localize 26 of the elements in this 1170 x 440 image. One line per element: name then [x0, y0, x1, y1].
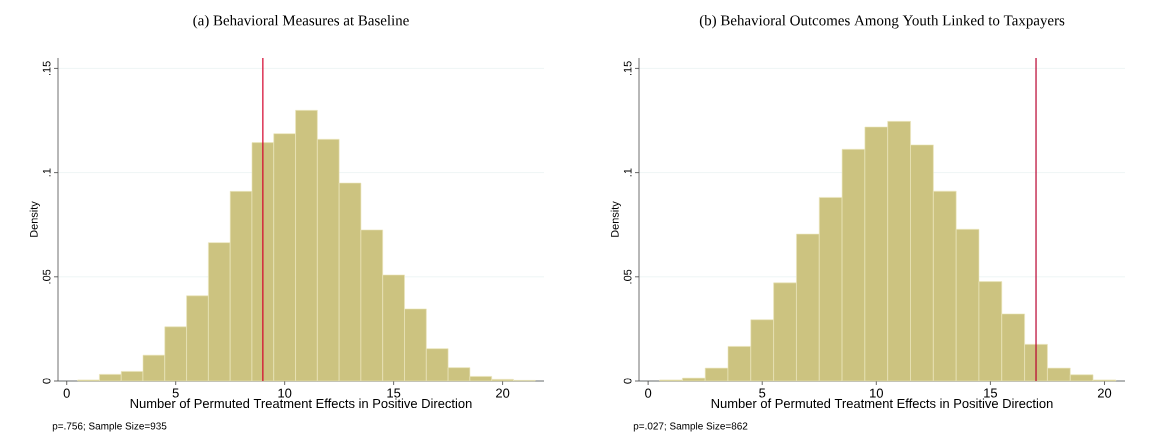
- x-tick-label: 5: [759, 388, 766, 398]
- y-tick-label: .15: [623, 61, 632, 76]
- x-tick-label: 15: [387, 388, 401, 398]
- y-tick-label: .05: [623, 269, 632, 284]
- x-axis-title: Number of Permuted Treatment Effects in Positive Direction: [711, 398, 1053, 409]
- text: p=.756; Sample Size=935: [52, 422, 167, 432]
- y-tick-label: .05: [42, 269, 51, 284]
- y-axis-title: Density: [29, 201, 40, 237]
- y-tick-label: 0: [623, 378, 632, 384]
- x-tick-label: 10: [870, 388, 884, 398]
- y-tick-label: .15: [42, 61, 51, 76]
- x-tick-label: 15: [984, 388, 998, 398]
- chart-title: (b) Behavioral Outcomes Among Youth Linked to Taxpayers: [699, 14, 1065, 29]
- chart-title: (a) Behavioral Measures at Baseline: [193, 14, 409, 29]
- y-tick-label: .1: [623, 168, 632, 177]
- text: p=.027; Sample Size=862: [633, 422, 748, 432]
- x-tick-label: 10: [278, 388, 292, 398]
- x-tick-label: 20: [496, 388, 510, 398]
- y-axis-title: Density: [610, 201, 621, 237]
- y-tick-label: .1: [42, 168, 51, 177]
- x-tick-label: 0: [63, 388, 70, 398]
- y-tick-label: 0: [42, 378, 51, 384]
- x-tick-label: 0: [645, 388, 652, 398]
- x-axis-title: Number of Permuted Treatment Effects in Positive Direction: [130, 398, 472, 409]
- x-tick-label: 5: [172, 388, 179, 398]
- x-tick-label: 20: [1097, 388, 1112, 398]
